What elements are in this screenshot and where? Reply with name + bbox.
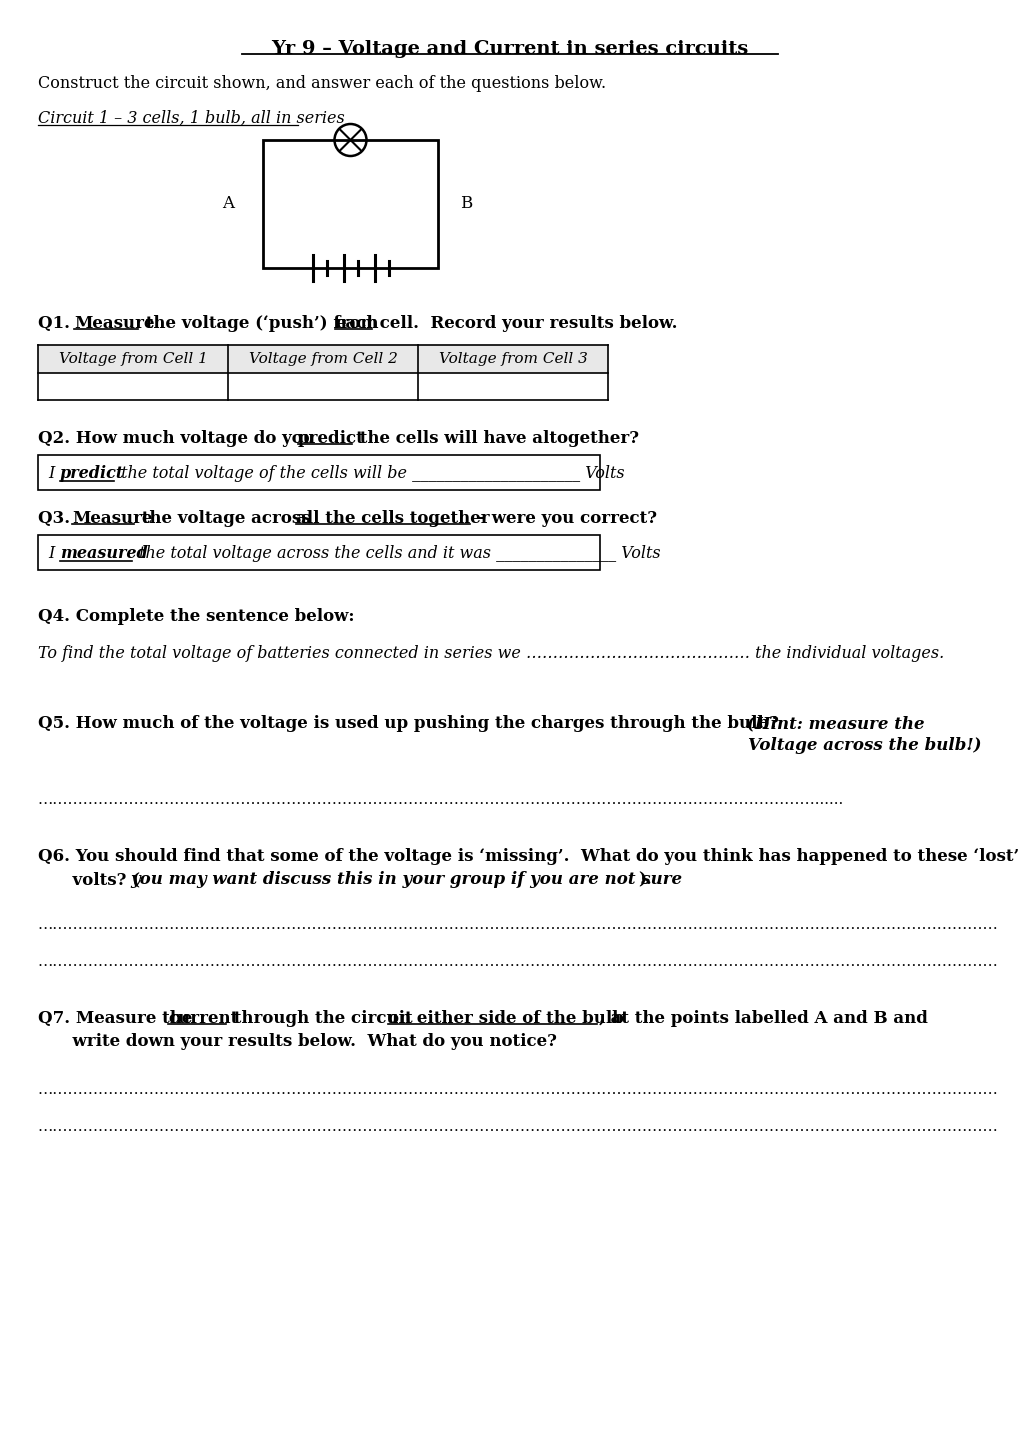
Text: predict: predict (298, 430, 365, 447)
Text: ………………………………………………………………………………………………………………………………………………………………………: …………………………………………………………………………………………………………… (38, 1084, 998, 1097)
Text: predict: predict (60, 465, 124, 482)
Text: Q4. Complete the sentence below:: Q4. Complete the sentence below: (38, 608, 355, 625)
Text: cell.  Record your results below.: cell. Record your results below. (374, 315, 677, 332)
Text: Construct the circuit shown, and answer each of the questions below.: Construct the circuit shown, and answer … (38, 75, 605, 92)
Bar (38, 455, 599, 491)
Text: Q6. You should find that some of the voltage is ‘missing’.  What do you think ha: Q6. You should find that some of the vol… (38, 848, 1018, 864)
Text: ………………………………………………………………………………………………………………………………………………………………………: …………………………………………………………………………………………………………… (38, 1120, 998, 1134)
Text: A: A (222, 195, 233, 212)
Text: Voltage from Cell 2: Voltage from Cell 2 (249, 352, 397, 367)
Text: you may want discuss this in your group if you are not sure: you may want discuss this in your group … (129, 872, 682, 887)
Text: the cells will have altogether?: the cells will have altogether? (354, 430, 638, 447)
Text: Q7. Measure the: Q7. Measure the (38, 1010, 198, 1027)
Text: Yr 9 – Voltage and Current in series circuits: Yr 9 – Voltage and Current in series cir… (271, 40, 748, 58)
Text: the total voltage of the cells will be _____________________ Volts: the total voltage of the cells will be _… (116, 465, 624, 482)
Text: Measure: Measure (74, 315, 154, 332)
Text: I: I (48, 465, 59, 482)
Text: the total voltage across the cells and it was _______________ Volts: the total voltage across the cells and i… (133, 544, 660, 561)
Text: write down your results below.  What do you notice?: write down your results below. What do y… (38, 1033, 556, 1051)
Text: I: I (48, 544, 59, 561)
Bar (38, 345, 607, 372)
Text: all the cells together: all the cells together (296, 509, 489, 527)
Text: – were you correct?: – were you correct? (472, 509, 656, 527)
Text: each: each (334, 315, 378, 332)
Text: ).: ). (637, 872, 651, 887)
Text: ………………………………………………………………………………………………………………………………………………………………………: …………………………………………………………………………………………………………… (38, 918, 998, 932)
Text: Q5. How much of the voltage is used up pushing the charges through the bulb?: Q5. How much of the voltage is used up p… (38, 714, 784, 732)
Text: current: current (168, 1010, 238, 1027)
Text: the voltage across: the voltage across (136, 509, 316, 527)
Text: , at the points labelled A and B and: , at the points labelled A and B and (598, 1010, 927, 1027)
Text: Measure: Measure (72, 509, 153, 527)
Text: ………………………………………………………………………………………………………………………………………………………………………: …………………………………………………………………………………………………………… (38, 955, 998, 970)
Text: To find the total voltage of batteries connected in series we …………………………………… the: To find the total voltage of batteries c… (38, 645, 944, 662)
Text: measured: measured (60, 544, 148, 561)
Text: B: B (460, 195, 472, 212)
Text: the voltage (‘push’) from: the voltage (‘push’) from (140, 315, 383, 332)
Text: on either side of the bulb: on either side of the bulb (387, 1010, 624, 1027)
Text: Q3.: Q3. (38, 509, 75, 527)
Text: Voltage from Cell 3: Voltage from Cell 3 (438, 352, 587, 367)
Text: Circuit 1 – 3 cells, 1 bulb, all in series: Circuit 1 – 3 cells, 1 bulb, all in seri… (38, 110, 344, 127)
Text: through the circuit: through the circuit (228, 1010, 418, 1027)
Text: Q2. How much voltage do you: Q2. How much voltage do you (38, 430, 320, 447)
Text: Voltage across the bulb!): Voltage across the bulb!) (748, 737, 981, 755)
Text: Q1.: Q1. (38, 315, 75, 332)
Text: volts? (: volts? ( (38, 872, 140, 887)
Bar (263, 140, 437, 268)
Text: Voltage from Cell 1: Voltage from Cell 1 (58, 352, 207, 367)
Text: ………………………………………………………………………………………………………………………………………......: …………………………………………………………………………………………………………… (38, 794, 844, 807)
Bar (38, 535, 599, 570)
Text: (Hint: measure the: (Hint: measure the (746, 714, 923, 732)
